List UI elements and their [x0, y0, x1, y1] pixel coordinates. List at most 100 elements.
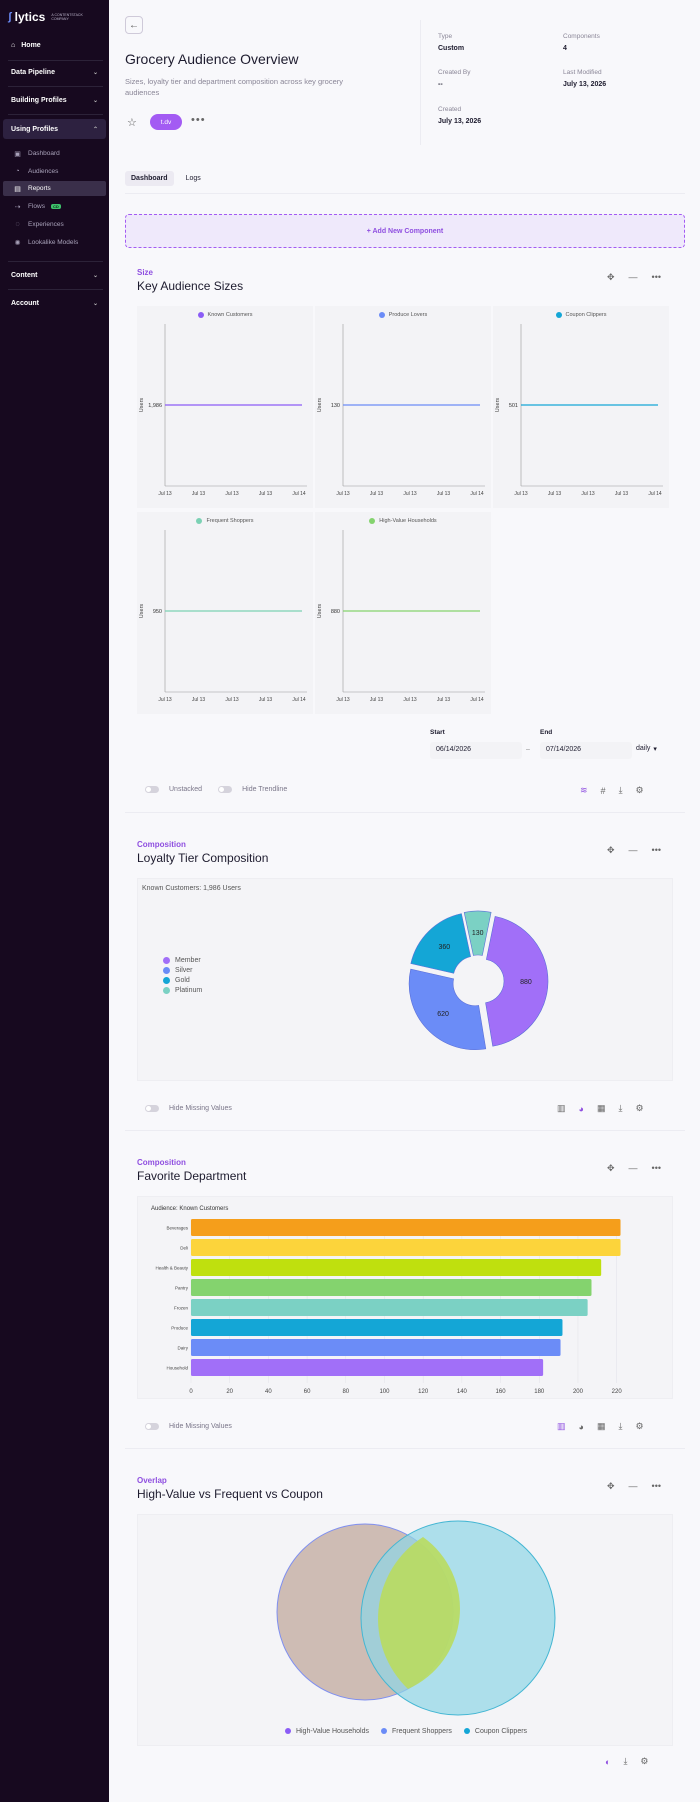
- legend-item[interactable]: Coupon Clippers: [463, 1726, 527, 1736]
- minimize-icon[interactable]: —: [628, 272, 638, 282]
- x-tick-label: Jul 13: [259, 491, 273, 497]
- section-department-header: Composition Favorite Department: [137, 1158, 246, 1183]
- nav-using-profiles[interactable]: Using Profiles ⌃: [3, 119, 106, 139]
- x-tick-label: 40: [265, 1389, 272, 1395]
- nav-data-pipeline[interactable]: Data Pipeline ⌄: [3, 62, 106, 82]
- chart-footer-actions: ◐ ⤓ ⚙: [605, 1756, 649, 1767]
- end-date-input[interactable]: 07/14/2026: [540, 742, 632, 759]
- venn-toggle-icon[interactable]: ◐: [605, 1756, 611, 1767]
- x-tick-label: 80: [342, 1389, 349, 1395]
- bar[interactable]: [191, 1259, 602, 1276]
- y-tick-label: Household: [166, 1366, 188, 1371]
- section-actions: ✥ — •••: [607, 1163, 661, 1174]
- audience-plot: High-Value Households Users 880 Jul 13 Jul 1…: [315, 512, 491, 714]
- bar[interactable]: [191, 1299, 588, 1316]
- tab-dashboard[interactable]: Dashboard: [125, 171, 174, 186]
- more-icon[interactable]: •••: [651, 1163, 661, 1173]
- bar-chart-icon[interactable]: ▥: [557, 1103, 566, 1113]
- bar[interactable]: [191, 1239, 621, 1256]
- minimize-icon[interactable]: —: [628, 1481, 638, 1491]
- sidebar-item-audiences[interactable]: ◔ Audiences: [3, 164, 106, 179]
- x-tick-label: Jul 13: [615, 491, 629, 497]
- pie-slice[interactable]: [410, 913, 471, 974]
- chevron-up-icon: ⌃: [92, 126, 98, 133]
- chart-footer-actions: ≋ # ⤓ ⚙: [580, 785, 644, 796]
- audience-plot: Produce Lovers Users 130 Jul 13 Jul 13 Jul 13…: [315, 306, 491, 508]
- more-icon[interactable]: •••: [191, 114, 206, 126]
- minimize-icon[interactable]: —: [628, 1163, 638, 1173]
- move-icon[interactable]: ✥: [607, 1481, 615, 1491]
- x-tick-label: 220: [612, 1389, 623, 1395]
- granularity-select[interactable]: daily ▾: [636, 745, 657, 753]
- legend-label: Frequent Shoppers: [391, 1727, 452, 1735]
- y-axis-label: Users: [317, 398, 323, 413]
- sidebar-item-lookalike-models[interactable]: ✺ Lookalike Models: [3, 235, 106, 250]
- bar[interactable]: [191, 1339, 561, 1356]
- pie-slice[interactable]: [408, 968, 487, 1051]
- gear-icon[interactable]: ⚙: [640, 1756, 649, 1766]
- arrow-left-icon: ←: [129, 19, 139, 31]
- hash-icon[interactable]: #: [600, 785, 606, 796]
- download-icon[interactable]: ⤓: [623, 1756, 628, 1766]
- gear-icon[interactable]: ⚙: [635, 1421, 644, 1431]
- legend-item: Member: [163, 955, 202, 965]
- move-icon[interactable]: ✥: [607, 845, 615, 855]
- start-date-input[interactable]: 06/14/2026: [430, 742, 522, 759]
- tag-pill[interactable]: t.dv: [150, 114, 182, 130]
- more-icon[interactable]: •••: [651, 1481, 661, 1491]
- nav-account[interactable]: Account ⌄: [3, 293, 106, 313]
- pie-slice[interactable]: [463, 910, 492, 956]
- download-icon[interactable]: ⤓: [618, 785, 623, 795]
- tab-logs[interactable]: Logs: [185, 175, 201, 182]
- nav-home[interactable]: ⌂ Home: [3, 35, 106, 55]
- more-icon[interactable]: •••: [651, 272, 661, 282]
- hide-trendline-toggle[interactable]: [218, 786, 233, 793]
- section-actions: ✥ — •••: [607, 845, 661, 856]
- move-icon[interactable]: ✥: [607, 1163, 615, 1173]
- hide-missing-toggle[interactable]: [145, 1105, 159, 1112]
- nav-building-profiles[interactable]: Building Profiles ⌄: [3, 90, 106, 110]
- y-tick-label: Beverages: [166, 1226, 188, 1231]
- sidebar-item-flows[interactable]: ⇢ Flows CD: [3, 199, 106, 214]
- star-icon[interactable]: ☆: [127, 117, 137, 129]
- bar[interactable]: [191, 1279, 592, 1296]
- legend-item[interactable]: Frequent Shoppers: [380, 1726, 452, 1736]
- chevron-down-icon: ▾: [653, 746, 657, 753]
- x-tick-label: Jul 13: [158, 491, 172, 497]
- legend-swatch: [380, 1728, 387, 1734]
- sidebar-item-dashboard[interactable]: ▣ Dashboard: [3, 146, 106, 161]
- add-component-button[interactable]: + Add New Component: [125, 214, 685, 248]
- pie-chart-icon[interactable]: ◕: [578, 1103, 584, 1114]
- plot-legend: High-Value Households: [315, 518, 491, 524]
- y-tick-label: Produce: [171, 1326, 188, 1331]
- legend-item[interactable]: High-Value Households: [284, 1726, 369, 1736]
- unstacked-toggle[interactable]: [145, 786, 159, 793]
- back-button[interactable]: ←: [125, 16, 143, 34]
- download-icon[interactable]: ⤓: [618, 1421, 623, 1431]
- move-icon[interactable]: ✥: [607, 272, 615, 282]
- pie-chart-icon[interactable]: ◕: [578, 1421, 584, 1432]
- pie-slice[interactable]: [485, 916, 549, 1047]
- brand[interactable]: ʃ lytics A CONTENTSTACK COMPANY: [8, 10, 83, 24]
- gear-icon[interactable]: ⚙: [635, 785, 644, 795]
- chart-caption: Audience: Known Customers: [151, 1206, 229, 1212]
- legend-swatch: [196, 518, 203, 524]
- bar[interactable]: [191, 1219, 621, 1236]
- gear-icon[interactable]: ⚙: [635, 1103, 644, 1113]
- loyalty-chart-area: Known Customers: 1,986 Users Member Silve…: [137, 878, 673, 1081]
- table-icon[interactable]: ▦: [596, 1103, 606, 1113]
- minimize-icon[interactable]: —: [628, 845, 638, 855]
- bar[interactable]: [191, 1359, 544, 1376]
- hide-missing-toggle[interactable]: [145, 1423, 159, 1430]
- more-icon[interactable]: •••: [651, 845, 661, 855]
- nav-content[interactable]: Content ⌄: [3, 265, 106, 285]
- bar-chart-icon[interactable]: ▥: [557, 1421, 566, 1431]
- bar[interactable]: [191, 1319, 563, 1336]
- sidebar-item-experiences[interactable]: ◌ Experiences: [3, 217, 106, 232]
- trend-icon[interactable]: ≋: [580, 785, 588, 795]
- download-icon[interactable]: ⤓: [618, 1103, 623, 1113]
- table-icon[interactable]: ▦: [596, 1421, 606, 1431]
- reports-icon: ▤: [14, 185, 21, 193]
- sidebar-item-label: Reports: [28, 185, 51, 192]
- sidebar-item-reports[interactable]: ▤ Reports: [3, 181, 106, 196]
